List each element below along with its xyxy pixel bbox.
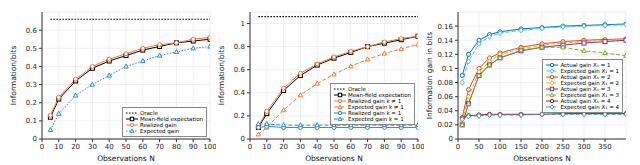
html-text:Mean-field expectation: Mean-field expectation <box>347 92 411 98</box>
svg-text:60: 60 <box>138 143 147 151</box>
svg-text:0.5: 0.5 <box>26 45 37 53</box>
html-text:Actual gain X₁ = 4: Actual gain X₁ = 4 <box>560 98 611 104</box>
svg-text:90: 90 <box>397 143 406 151</box>
svg-text:Information/bits: Information/bits <box>217 46 226 106</box>
html-text:Expected gain X₁ = 2: Expected gain X₁ = 2 <box>560 80 619 86</box>
html-text:Oracle: Oracle <box>347 86 366 92</box>
svg-text:20: 20 <box>279 143 288 151</box>
html-text:Actual gain X₁ = 2: Actual gain X₁ = 2 <box>560 74 611 80</box>
svg-text:0.06: 0.06 <box>437 93 453 101</box>
svg-text:0: 0 <box>248 143 252 151</box>
svg-text:10: 10 <box>262 143 271 151</box>
svg-text:Observations N: Observations N <box>97 154 155 163</box>
svg-text:Information gain in bits: Information gain in bits <box>425 32 434 119</box>
svg-text:10: 10 <box>54 143 63 151</box>
svg-text:0: 0 <box>40 143 44 151</box>
svg-text:0: 0 <box>456 143 460 151</box>
svg-text:0.04: 0.04 <box>437 107 453 115</box>
svg-text:0: 0 <box>33 135 37 143</box>
svg-text:200: 200 <box>535 143 548 151</box>
svg-text:0.2: 0.2 <box>234 112 245 120</box>
svg-text:50: 50 <box>330 143 339 151</box>
svg-text:70: 70 <box>155 143 164 151</box>
html-text:Actual gain X₁ = 3: Actual gain X₁ = 3 <box>560 86 611 92</box>
svg-text:70: 70 <box>363 143 372 151</box>
svg-text:150: 150 <box>514 143 527 151</box>
svg-text:0.6: 0.6 <box>234 66 246 74</box>
svg-text:0.1: 0.1 <box>26 117 37 125</box>
svg-text:Observations N: Observations N <box>513 154 571 163</box>
svg-text:20: 20 <box>71 143 80 151</box>
svg-text:50: 50 <box>122 143 131 151</box>
svg-text:0.12: 0.12 <box>437 51 453 59</box>
html-text:Actual gain X₁ = 1: Actual gain X₁ = 1 <box>560 62 611 68</box>
svg-text:60: 60 <box>346 143 355 151</box>
svg-text:50: 50 <box>475 143 484 151</box>
svg-text:90: 90 <box>189 143 198 151</box>
svg-text:100: 100 <box>493 143 506 151</box>
svg-text:Observations N: Observations N <box>305 154 363 163</box>
html-text:Oracle: Oracle <box>139 110 158 116</box>
svg-text:30: 30 <box>296 143 305 151</box>
svg-text:0.1: 0.1 <box>442 65 453 73</box>
html-text:Expected gain X₁ = 1: Expected gain X₁ = 1 <box>560 68 619 74</box>
svg-text:0: 0 <box>449 135 453 143</box>
svg-text:Information/bits: Information/bits <box>9 46 18 106</box>
svg-text:0.3: 0.3 <box>26 81 37 89</box>
svg-text:0: 0 <box>241 135 245 143</box>
html-text:Mean-field expectation: Mean-field expectation <box>139 116 203 122</box>
svg-text:30: 30 <box>88 143 97 151</box>
html-text:Realized gain k = 1: Realized gain k = 1 <box>347 110 402 116</box>
svg-text:0.6: 0.6 <box>26 27 38 35</box>
svg-text:0.2: 0.2 <box>26 99 37 107</box>
svg-text:0.4: 0.4 <box>26 63 38 71</box>
svg-text:250: 250 <box>556 143 569 151</box>
svg-text:100: 100 <box>203 143 216 151</box>
svg-text:0.8: 0.8 <box>234 43 245 51</box>
html-text:Expected gain X₁ = 4: Expected gain X₁ = 4 <box>560 104 619 110</box>
svg-text:100: 100 <box>411 143 424 151</box>
html-text:Expected gain X₁ = 3: Expected gain X₁ = 3 <box>560 92 619 98</box>
svg-text:300: 300 <box>577 143 590 151</box>
html-text:Expected gain k ≠ 1: Expected gain k ≠ 1 <box>347 104 404 110</box>
html-text:Expected gain: Expected gain <box>139 128 180 134</box>
svg-text:0.08: 0.08 <box>437 79 453 87</box>
svg-text:1: 1 <box>241 20 245 28</box>
svg-text:80: 80 <box>172 143 181 151</box>
svg-text:80: 80 <box>380 143 389 151</box>
html-text:Expected gain k = 1: Expected gain k = 1 <box>347 116 404 122</box>
svg-text:0.02: 0.02 <box>437 121 453 129</box>
svg-text:0.14: 0.14 <box>437 37 453 45</box>
html-text:Realized gain k ≠ 1: Realized gain k ≠ 1 <box>347 98 402 104</box>
svg-text:40: 40 <box>313 143 322 151</box>
html-text:Realized gain: Realized gain <box>139 122 177 128</box>
svg-text:0.4: 0.4 <box>234 89 246 97</box>
svg-text:0.16: 0.16 <box>437 23 453 31</box>
svg-text:350: 350 <box>598 143 611 151</box>
svg-text:40: 40 <box>105 143 114 151</box>
